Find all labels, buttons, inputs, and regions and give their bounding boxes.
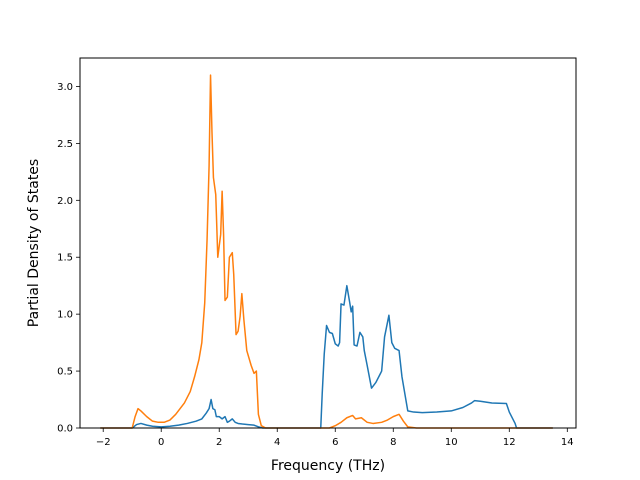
x-tick-label: 0 <box>158 437 164 448</box>
y-tick-label: 1.0 <box>57 310 73 321</box>
series-line-2 <box>100 74 553 429</box>
series-line-1 <box>100 284 553 429</box>
axes-frame <box>79 57 577 429</box>
x-tick-label: 6 <box>332 437 338 448</box>
x-tick-label: −2 <box>96 437 111 448</box>
x-tick-label: 12 <box>503 437 516 448</box>
x-tick-label: 10 <box>445 437 458 448</box>
y-tick-label: 0.0 <box>57 424 73 435</box>
y-axis-ticks: 0.0 0.5 1.0 1.5 2.0 2.5 3.0 <box>57 82 80 435</box>
x-tick-label: 8 <box>390 437 396 448</box>
y-axis-label: Partial Density of States <box>26 159 42 327</box>
x-tick-label: 4 <box>274 437 280 448</box>
y-tick-label: 3.0 <box>57 82 73 93</box>
x-tick-label: 2 <box>216 437 222 448</box>
x-axis-ticks: −2 0 2 4 6 8 10 12 14 <box>96 428 574 448</box>
series-layer <box>100 74 553 429</box>
y-tick-label: 2.0 <box>57 196 73 207</box>
y-tick-label: 1.5 <box>57 253 73 264</box>
x-tick-label: 14 <box>561 437 574 448</box>
plot-area <box>80 58 576 428</box>
x-axis-label: Frequency (THz) <box>271 458 385 474</box>
y-tick-label: 2.5 <box>57 139 73 150</box>
y-tick-label: 0.5 <box>57 367 73 378</box>
